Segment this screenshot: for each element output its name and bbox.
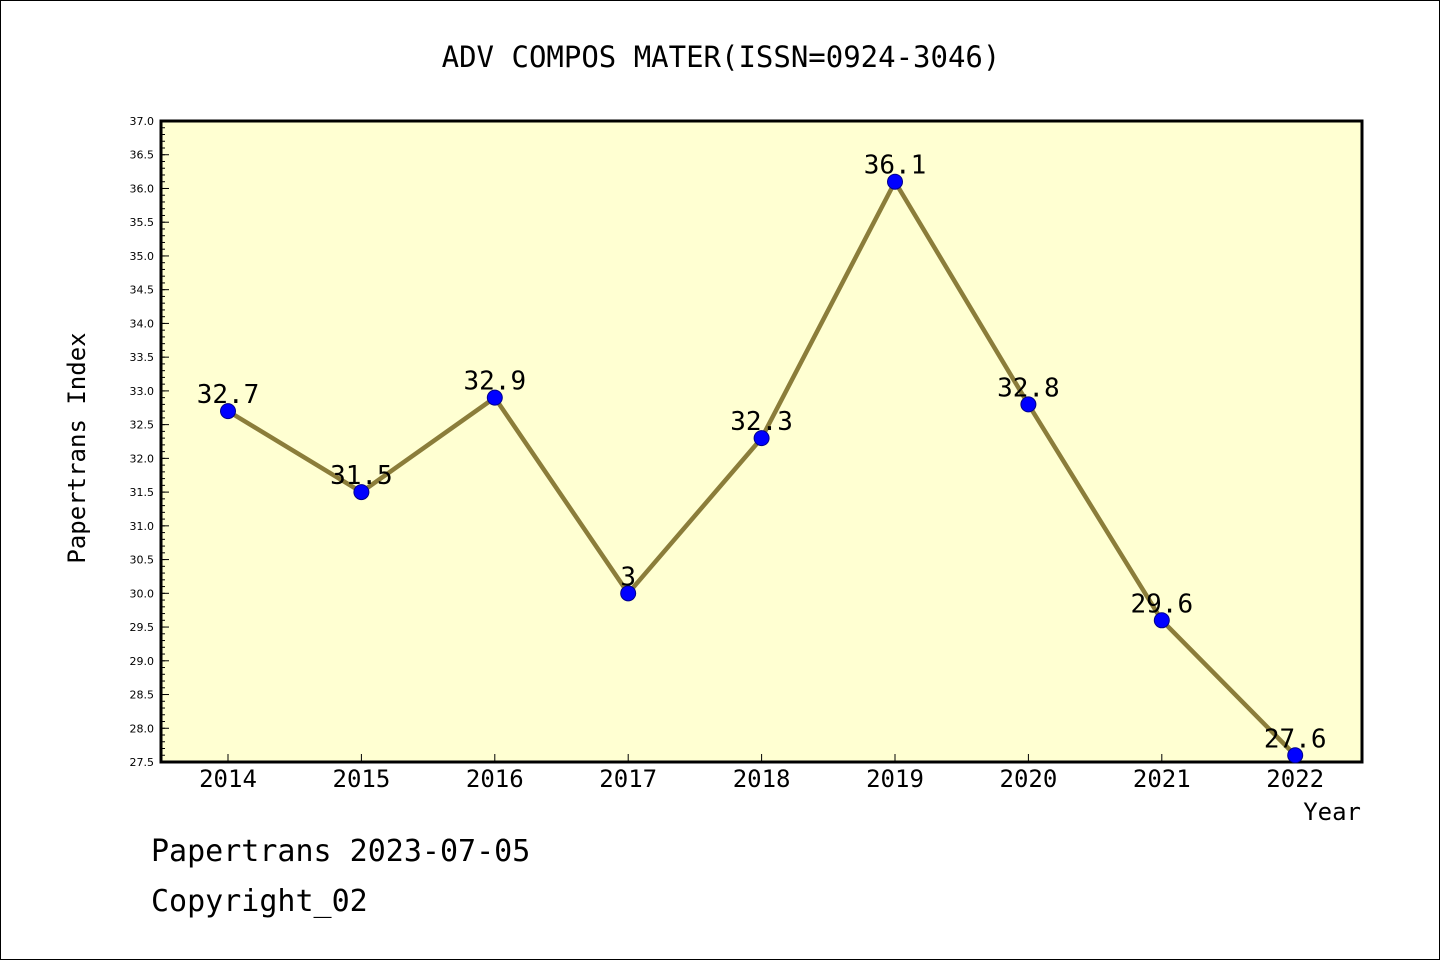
y-tick-label: 29.5 — [130, 621, 155, 634]
data-label: 32.7 — [197, 380, 260, 410]
data-point — [220, 403, 236, 420]
y-tick-label: 33.0 — [130, 385, 155, 398]
y-tick-label: 36.5 — [130, 149, 155, 162]
y-tick-label: 32.5 — [130, 419, 155, 432]
y-tick-label: 30.5 — [130, 554, 155, 567]
y-tick-label: 34.0 — [130, 317, 155, 330]
footer-copyright: Copyright_02 — [151, 884, 368, 919]
footer-date: Papertrans 2023-07-05 — [151, 834, 531, 869]
x-tick-label: 2019 — [866, 765, 924, 793]
y-tick-label: 37.0 — [130, 115, 155, 128]
x-tick-label: 2017 — [599, 765, 657, 793]
y-tick-label: 31.0 — [130, 520, 155, 533]
y-tick-label: 36.0 — [130, 182, 155, 195]
y-tick-label: 35.0 — [130, 250, 155, 263]
x-tick-label: 2015 — [333, 765, 391, 793]
series-line — [220, 173, 1304, 764]
x-tick-label: 2016 — [466, 765, 524, 793]
data-point — [753, 430, 770, 447]
x-axis: 2014 2015 2016 2017 2018 2019 2020 2021 2022 — [199, 754, 1324, 793]
x-axis-label: Year — [1303, 798, 1361, 826]
data-label: 29.6 — [1130, 589, 1193, 619]
y-axis: 27.5 28.0 28.5 29.0 29.5 30.0 30.5 31.0 31.5 32.0… — [130, 115, 169, 769]
x-tick-label: 2018 — [733, 765, 791, 793]
y-tick-label: 34.5 — [130, 284, 155, 297]
y-tick-label: 31.5 — [130, 486, 155, 499]
y-tick-label: 35.5 — [130, 216, 155, 229]
y-tick-label: 27.5 — [130, 756, 155, 769]
data-label: 3 — [620, 562, 636, 592]
data-point — [486, 389, 503, 406]
chart-title: ADV COMPOS MATER(ISSN=0924-3046) — [442, 40, 1001, 74]
y-tick-label: 33.5 — [130, 351, 155, 364]
data-label: 27.6 — [1264, 724, 1327, 754]
x-tick-label: 2022 — [1266, 765, 1324, 793]
data-label: 32.3 — [730, 407, 793, 437]
data-point — [620, 585, 637, 602]
data-labels: 32.7 31.5 32.9 3 32.3 36.1 32.8 29.6 27.6 — [197, 151, 1327, 755]
y-tick-label: 28.0 — [130, 722, 155, 735]
data-point — [353, 484, 370, 501]
data-label: 31.5 — [330, 461, 393, 491]
data-point — [1153, 612, 1170, 629]
y-axis-label: Papertrans Index — [63, 332, 91, 563]
y-tick-label: 28.5 — [130, 689, 155, 702]
data-point — [1020, 396, 1037, 413]
y-tick-label: 30.0 — [130, 587, 155, 600]
x-tick-label: 2014 — [199, 765, 257, 793]
x-tick-label: 2020 — [1000, 765, 1058, 793]
data-label: 36.1 — [864, 151, 927, 181]
data-point — [1287, 747, 1304, 764]
data-point — [887, 173, 903, 190]
data-label: 32.8 — [997, 373, 1060, 403]
data-label: 32.9 — [463, 367, 526, 397]
y-tick-label: 32.0 — [130, 452, 155, 465]
x-tick-label: 2021 — [1133, 765, 1191, 793]
y-tick-label: 29.0 — [130, 655, 155, 668]
